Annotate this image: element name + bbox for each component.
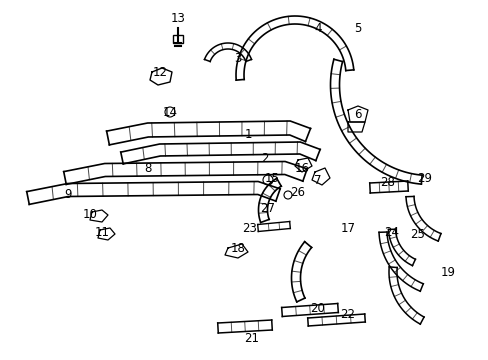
Text: 5: 5 [354, 22, 361, 35]
Text: 27: 27 [260, 202, 275, 215]
Text: 3: 3 [234, 51, 241, 64]
Text: 11: 11 [94, 225, 109, 238]
Text: 29: 29 [417, 171, 431, 184]
Text: 13: 13 [170, 12, 185, 24]
Text: 23: 23 [242, 221, 257, 234]
Text: 1: 1 [244, 129, 251, 141]
Text: 22: 22 [340, 309, 355, 321]
Text: 2: 2 [261, 152, 268, 165]
Text: 26: 26 [290, 185, 305, 198]
Text: 7: 7 [314, 174, 321, 186]
Text: 12: 12 [152, 66, 167, 78]
Text: 18: 18 [230, 242, 245, 255]
Text: 10: 10 [82, 208, 97, 221]
Text: 19: 19 [440, 266, 454, 279]
Text: 8: 8 [144, 162, 151, 175]
Text: 4: 4 [314, 22, 321, 35]
Text: 16: 16 [294, 162, 309, 175]
Text: 6: 6 [353, 108, 361, 122]
Text: 17: 17 [340, 221, 355, 234]
Text: 24: 24 [384, 225, 399, 238]
Text: 21: 21 [244, 332, 259, 345]
Text: 28: 28 [380, 175, 395, 189]
Text: 25: 25 [410, 229, 425, 242]
Text: 14: 14 [162, 105, 177, 118]
Text: 9: 9 [64, 189, 72, 202]
Text: 15: 15 [264, 171, 279, 184]
Bar [173, 35, 183, 43]
Text: 20: 20 [310, 302, 325, 315]
